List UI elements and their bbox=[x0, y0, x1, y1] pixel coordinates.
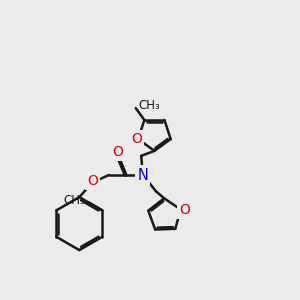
Text: CH₃: CH₃ bbox=[64, 194, 85, 207]
Text: O: O bbox=[179, 202, 190, 217]
Text: O: O bbox=[87, 174, 98, 188]
Text: O: O bbox=[112, 145, 123, 159]
Text: CH₃: CH₃ bbox=[139, 99, 160, 112]
Text: N: N bbox=[137, 167, 148, 182]
Text: O: O bbox=[131, 132, 142, 146]
